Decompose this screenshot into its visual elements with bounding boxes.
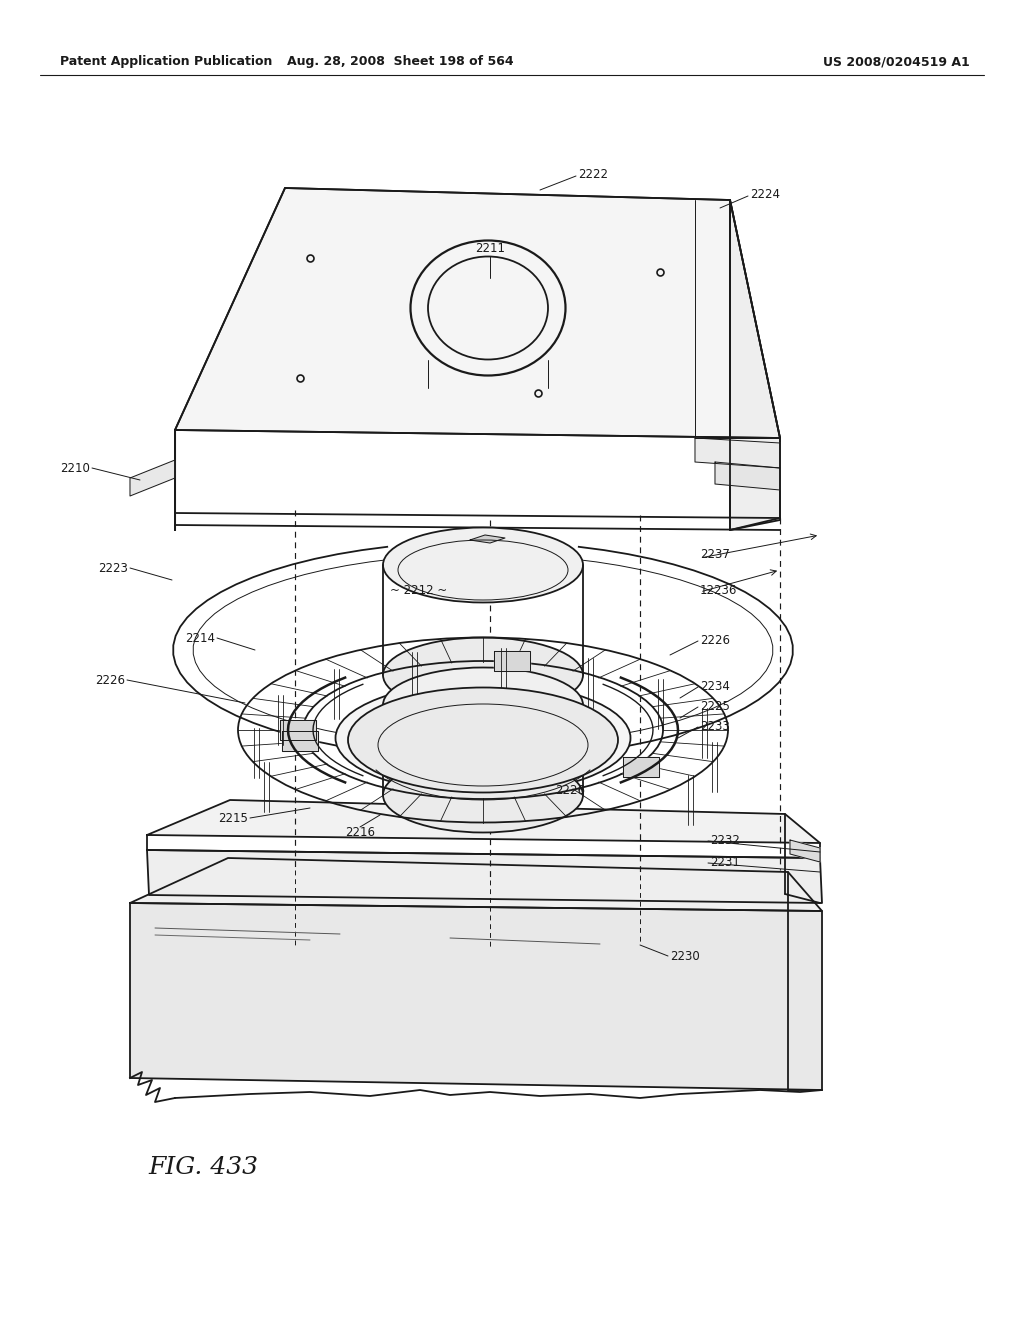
Polygon shape [147,850,822,903]
Text: 2210: 2210 [60,462,90,474]
Polygon shape [494,651,530,671]
Text: 2225: 2225 [373,742,402,755]
Ellipse shape [383,528,583,602]
Polygon shape [147,800,820,843]
Text: 2222: 2222 [578,169,608,181]
Text: 2216: 2216 [345,825,375,838]
Text: 2214: 2214 [185,631,215,644]
Text: 2211: 2211 [475,242,505,255]
Polygon shape [715,462,780,490]
Ellipse shape [348,688,618,792]
Text: 2223: 2223 [98,561,128,574]
Text: Patent Application Publication: Patent Application Publication [60,55,272,69]
Text: 2234: 2234 [700,680,730,693]
Ellipse shape [383,668,583,742]
Text: 2226: 2226 [700,634,730,647]
Polygon shape [623,756,658,776]
Text: 2237: 2237 [700,549,730,561]
Ellipse shape [336,682,631,795]
Text: 2232: 2232 [710,833,740,846]
Polygon shape [790,840,820,862]
Polygon shape [280,719,316,741]
Text: Aug. 28, 2008  Sheet 198 of 564: Aug. 28, 2008 Sheet 198 of 564 [287,55,513,69]
Text: FIG. 433: FIG. 433 [148,1156,258,1180]
Text: 2231: 2231 [710,855,740,869]
Text: 2233: 2233 [700,719,730,733]
Text: 12236: 12236 [700,583,737,597]
Text: 2225: 2225 [700,700,730,713]
Ellipse shape [383,758,583,833]
Text: ~ 2212 ~: ~ 2212 ~ [390,583,447,597]
Polygon shape [283,731,318,751]
Text: 2215: 2215 [218,812,248,825]
Polygon shape [175,187,780,438]
Polygon shape [130,459,175,496]
Polygon shape [695,438,780,469]
Text: 2224: 2224 [750,189,780,202]
Text: US 2008/0204519 A1: US 2008/0204519 A1 [823,55,970,69]
Polygon shape [130,903,822,1090]
Text: 2226: 2226 [95,673,125,686]
Ellipse shape [383,638,583,713]
Polygon shape [130,858,822,911]
Text: 2226: 2226 [555,784,585,796]
Text: 2230: 2230 [670,949,699,962]
Polygon shape [730,201,780,531]
Polygon shape [470,535,505,543]
